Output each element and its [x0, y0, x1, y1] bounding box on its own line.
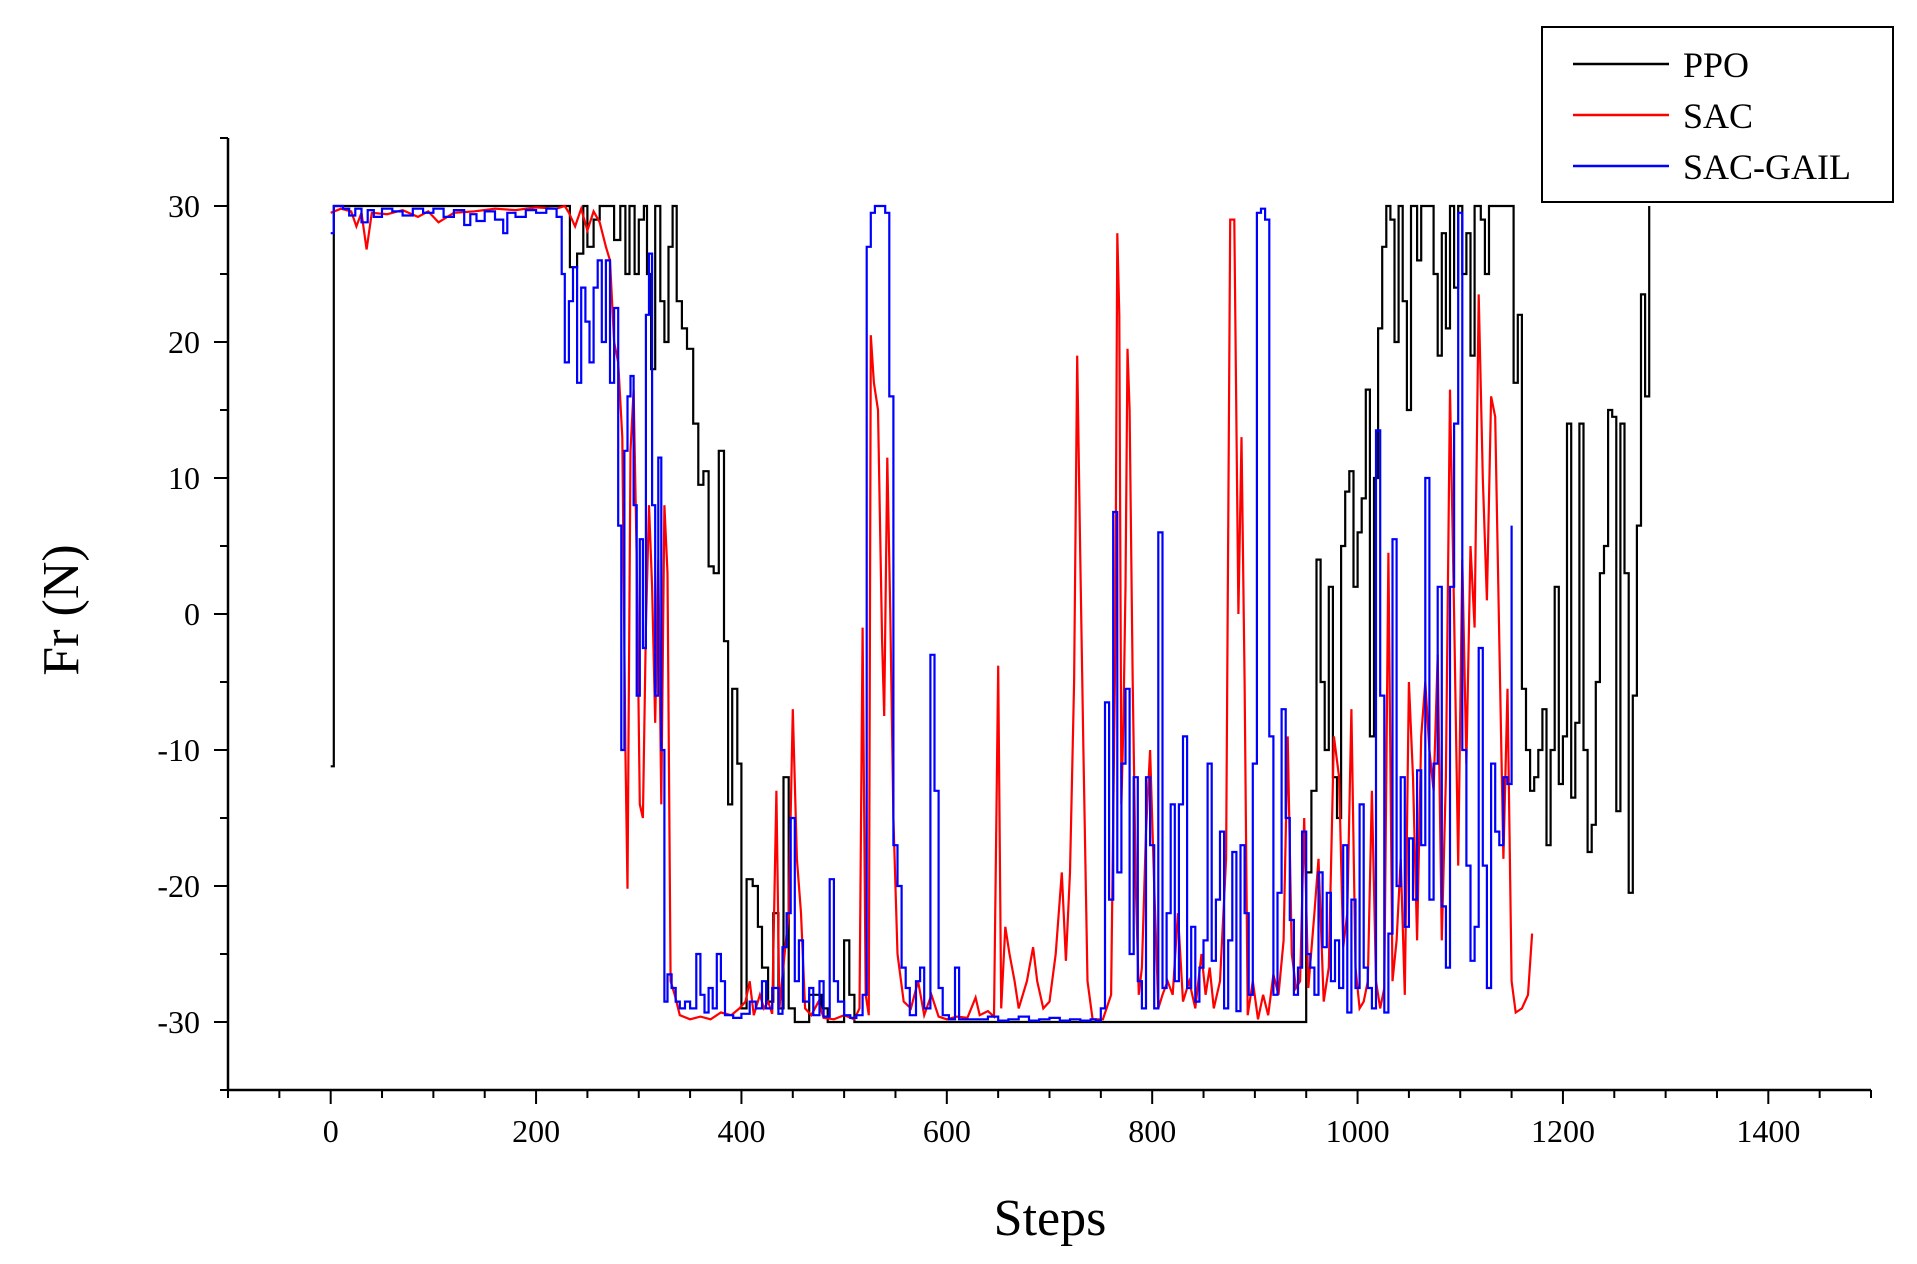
x-tick-label: 200 — [512, 1113, 560, 1149]
x-tick-label: 0 — [323, 1113, 339, 1149]
y-tick-label: -30 — [157, 1004, 200, 1040]
y-tick-label: 30 — [168, 188, 200, 224]
x-tick-label: 400 — [717, 1113, 765, 1149]
x-axis-title: Steps — [994, 1190, 1107, 1247]
legend-label-ppo: PPO — [1683, 45, 1749, 85]
x-tick-label: 1200 — [1531, 1113, 1595, 1149]
y-tick-label: 20 — [168, 324, 200, 360]
plot-area — [330, 204, 1651, 1024]
y-tick-label: 10 — [168, 460, 200, 496]
tick-labels: 0 200 400 600 800 1000 1200 1400 -30 -20 -10 0 10 20 3… — [157, 188, 1800, 1149]
y-tick-label: -20 — [157, 868, 200, 904]
y-axis-title: Fr (N) — [33, 544, 90, 675]
legend-label-sac: SAC — [1683, 96, 1753, 136]
legend: PPO SAC SAC-GAIL — [1541, 26, 1894, 203]
series-line-sac-gail — [330, 204, 1513, 1022]
series-line-ppo — [330, 204, 1651, 1024]
x-tick-label: 1400 — [1736, 1113, 1800, 1149]
x-tick-label: 600 — [923, 1113, 971, 1149]
legend-items: PPO SAC SAC-GAIL — [1573, 45, 1851, 187]
x-tick-label: 800 — [1128, 1113, 1176, 1149]
y-tick-label: 0 — [184, 596, 200, 632]
x-tick-label: 1000 — [1326, 1113, 1390, 1149]
y-tick-label: -10 — [157, 732, 200, 768]
legend-label-sac-gail: SAC-GAIL — [1683, 147, 1851, 187]
axes — [214, 137, 1872, 1104]
